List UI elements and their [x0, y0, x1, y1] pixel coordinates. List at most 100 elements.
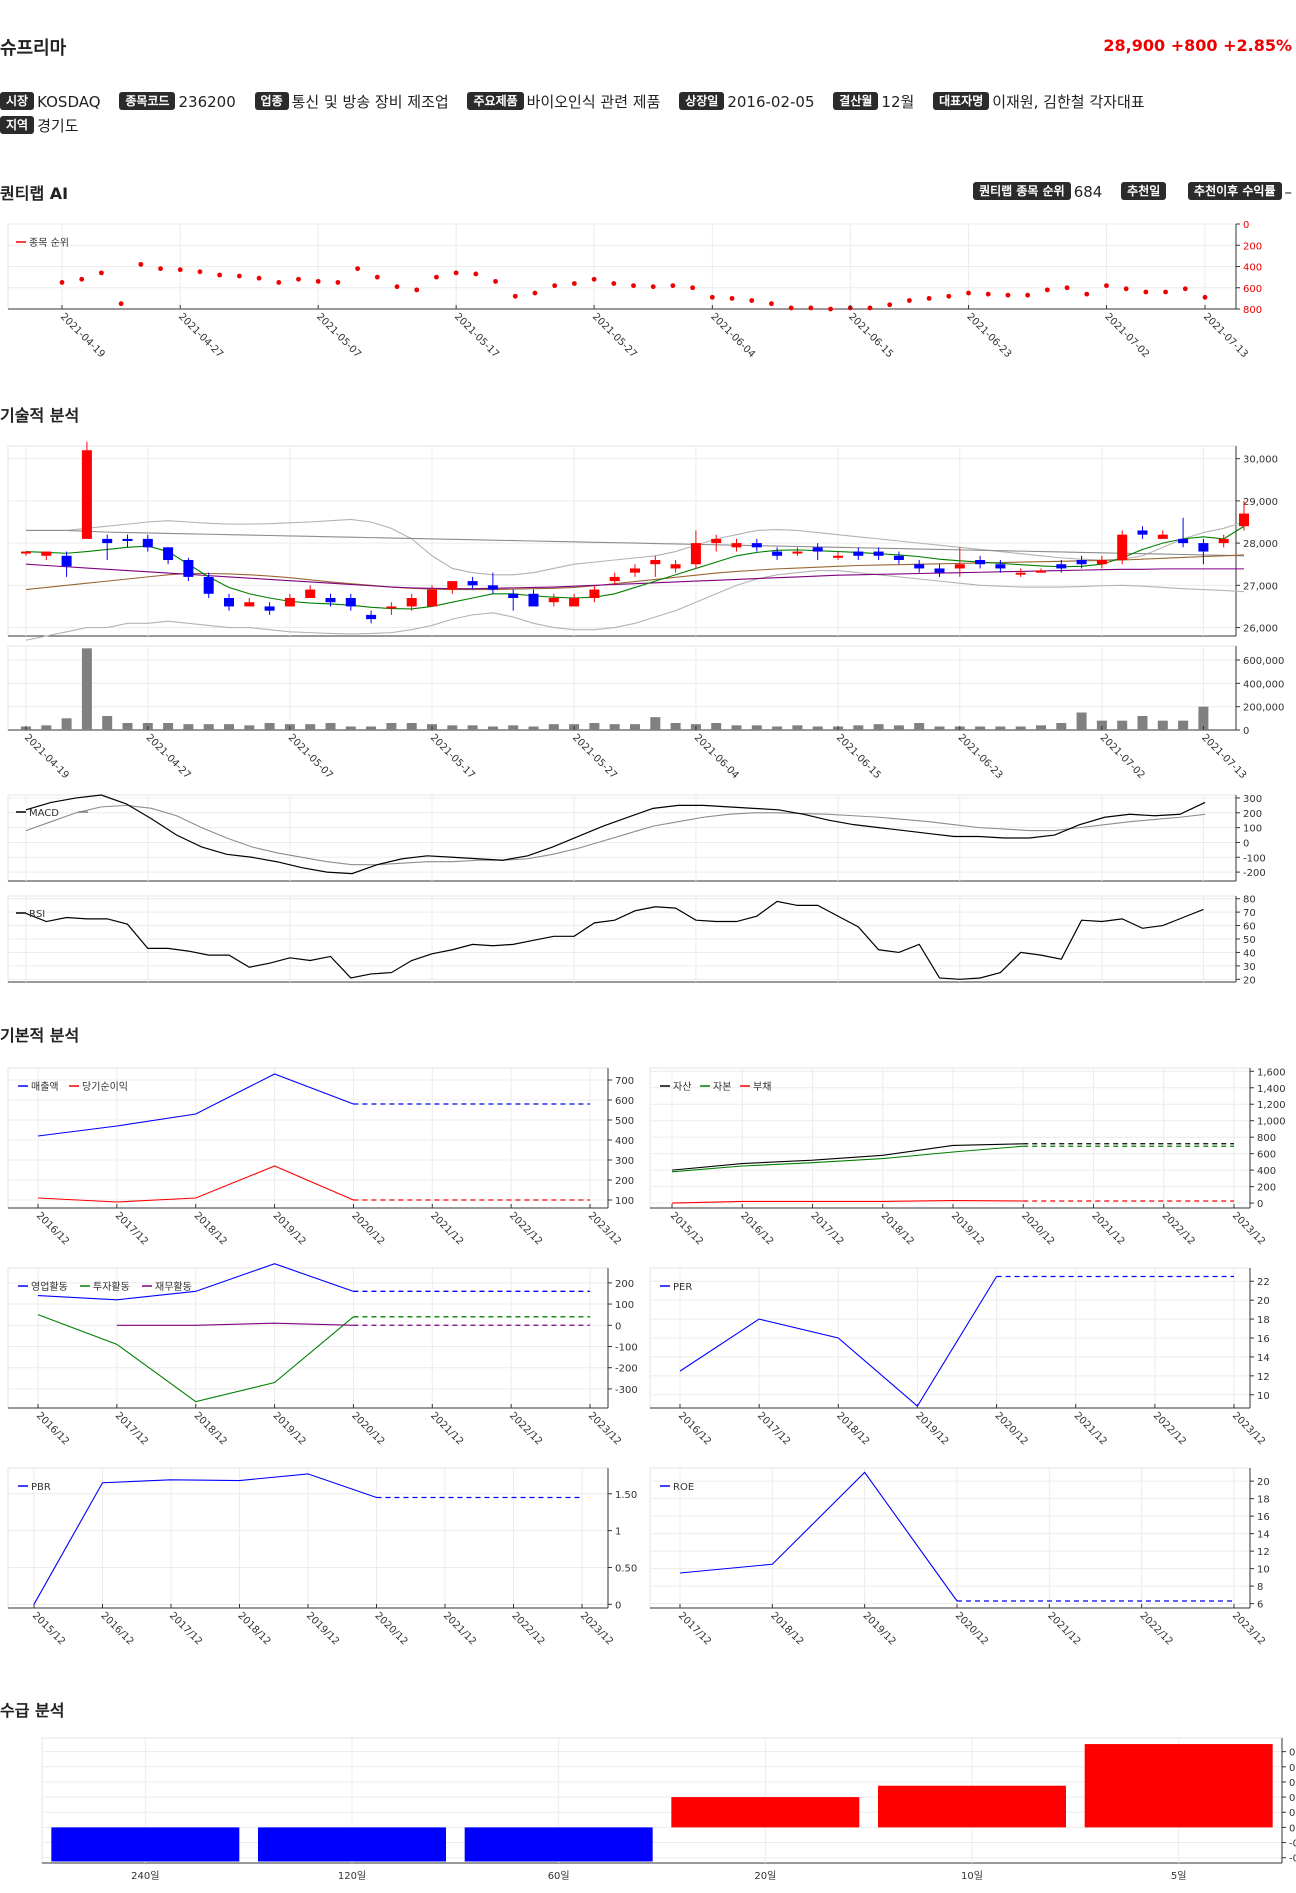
rank-point: [177, 267, 183, 273]
y-tick-label: 600: [1243, 284, 1262, 295]
candle-down: [1076, 560, 1087, 565]
y-tick-label: 12: [1257, 1372, 1270, 1383]
x-tick-label: 2015/12: [30, 1610, 67, 1647]
rank-point: [355, 266, 361, 272]
series-line: [37, 1073, 354, 1137]
volume-bar: [1036, 725, 1046, 730]
x-tick-label: 2017/12: [755, 1410, 792, 1447]
rank-point: [1104, 283, 1109, 289]
legend-label: RSI: [29, 909, 45, 920]
volume-bar: [447, 725, 458, 730]
rank-point: [631, 283, 636, 289]
legend-label: 부채: [753, 1081, 771, 1093]
y-tick-label: 1: [615, 1527, 621, 1538]
y-tick-label: 0: [1257, 1199, 1263, 1210]
candle-down: [1198, 543, 1209, 552]
candle-up: [41, 551, 52, 556]
volume-bar: [1137, 716, 1148, 730]
info-listing-date: 상장일 2016-02-05: [679, 92, 815, 111]
candle-up: [427, 589, 437, 607]
rank-point: [670, 283, 676, 289]
volume-bar: [1198, 706, 1209, 730]
volume-bar: [711, 723, 722, 730]
volume-bar: [163, 723, 174, 730]
x-tick-label: 2021-05-07: [286, 732, 335, 781]
y-tick-label: 600: [615, 1096, 634, 1107]
candle-up: [1096, 560, 1107, 565]
legend-label: ROE: [673, 1482, 694, 1493]
info-value: 경기도: [37, 117, 79, 135]
y-tick-label: 27,000: [1243, 581, 1278, 592]
ai-return: 추천이후 수익률 –: [1188, 182, 1293, 201]
x-tick-label: 2021-05-07: [314, 311, 363, 360]
y-tick-label: -100: [1243, 853, 1266, 864]
rank-point: [867, 305, 873, 311]
volume-bar: [366, 726, 377, 730]
x-tick-label: 2021-06-23: [956, 732, 1005, 781]
y-tick-label: -300: [615, 1385, 638, 1396]
rank-point: [296, 276, 301, 282]
legend-label: 자산: [673, 1081, 691, 1093]
candle-up: [1218, 538, 1229, 544]
volume-bar: [873, 724, 884, 730]
fund-panel-per: 10 12 14 16 18 20 22 2016/12 2017/12 2018/12 2019/…: [649, 1267, 1270, 1447]
y-tick-label: -200: [1243, 868, 1266, 879]
volume-bar: [934, 726, 945, 730]
rank-point: [729, 295, 735, 301]
rank-point: [315, 278, 321, 284]
ai-return-value: –: [1284, 183, 1293, 201]
y-tick-label: 1,000: [1257, 1117, 1286, 1128]
y-tick-label: 30,000: [1243, 455, 1278, 466]
candle-up: [792, 551, 803, 554]
candle-down: [893, 555, 904, 560]
candle-up: [690, 543, 701, 565]
x-tick-label: 2022/12: [509, 1610, 546, 1647]
rank-point: [473, 271, 479, 277]
x-tick-label: 2021/12: [428, 1210, 465, 1247]
info-sector: 업종 통신 및 방송 장비 제조업: [254, 92, 449, 111]
rank-point: [374, 274, 380, 280]
volume-bar: [772, 726, 783, 730]
y-tick-label: 20: [1257, 1477, 1270, 1488]
rank-point: [709, 294, 715, 300]
x-tick-label: 2015/12: [668, 1210, 705, 1247]
y-tick-label: 100: [615, 1196, 634, 1207]
x-tick-label: 2021-07-02: [1098, 732, 1147, 781]
candle-up: [609, 576, 620, 582]
fund-panel-pbr: 0 0.50 1 1.50 2015/12 2016/12 2017/12 2018/12 20…: [7, 1467, 637, 1647]
candle-down: [102, 538, 113, 544]
volume-bar: [914, 723, 925, 730]
rank-point: [591, 276, 597, 282]
series-line: [679, 1471, 958, 1602]
rank-point: [138, 261, 144, 267]
y-tick-label: 10: [1257, 1391, 1270, 1402]
info-label: 상장일: [679, 92, 725, 110]
y-tick-label: 400: [1257, 1166, 1276, 1177]
candle-up: [1239, 513, 1249, 527]
volume-bar: [467, 725, 478, 730]
rank-point: [158, 266, 163, 272]
legend-label: 매출액: [31, 1081, 59, 1093]
volume-panel: 0 200,000 400,000 600,000 2021-04-19 2021-04-…: [7, 645, 1284, 781]
candle-down: [163, 547, 174, 560]
rank-point: [946, 293, 952, 299]
y-tick-label: 0: [1243, 838, 1249, 849]
volume-bar: [853, 725, 864, 730]
x-tick-label: 2016/12: [676, 1410, 713, 1447]
y-tick-label: 14: [1257, 1353, 1270, 1364]
info-label: 업종: [254, 92, 289, 110]
x-tick-label: 2021-04-19: [22, 732, 71, 781]
price-value: 28,900: [1103, 36, 1166, 55]
x-tick-label: 2023/12: [1230, 1210, 1267, 1247]
bollinger-upper: [26, 518, 1245, 576]
rank-point: [434, 274, 439, 280]
info-value: 통신 및 방송 장비 제조업: [291, 93, 449, 111]
candle-down: [914, 564, 925, 569]
candle-down: [1178, 538, 1189, 544]
y-tick-label: 20: [1257, 1296, 1270, 1307]
x-tick-label: 2020/12: [992, 1410, 1029, 1447]
x-tick-label: 2018/12: [235, 1610, 272, 1647]
y-tick-label: 200: [615, 1176, 634, 1187]
section-title-ai: 퀀티랩 AI: [0, 184, 69, 203]
candle-up: [954, 564, 965, 569]
